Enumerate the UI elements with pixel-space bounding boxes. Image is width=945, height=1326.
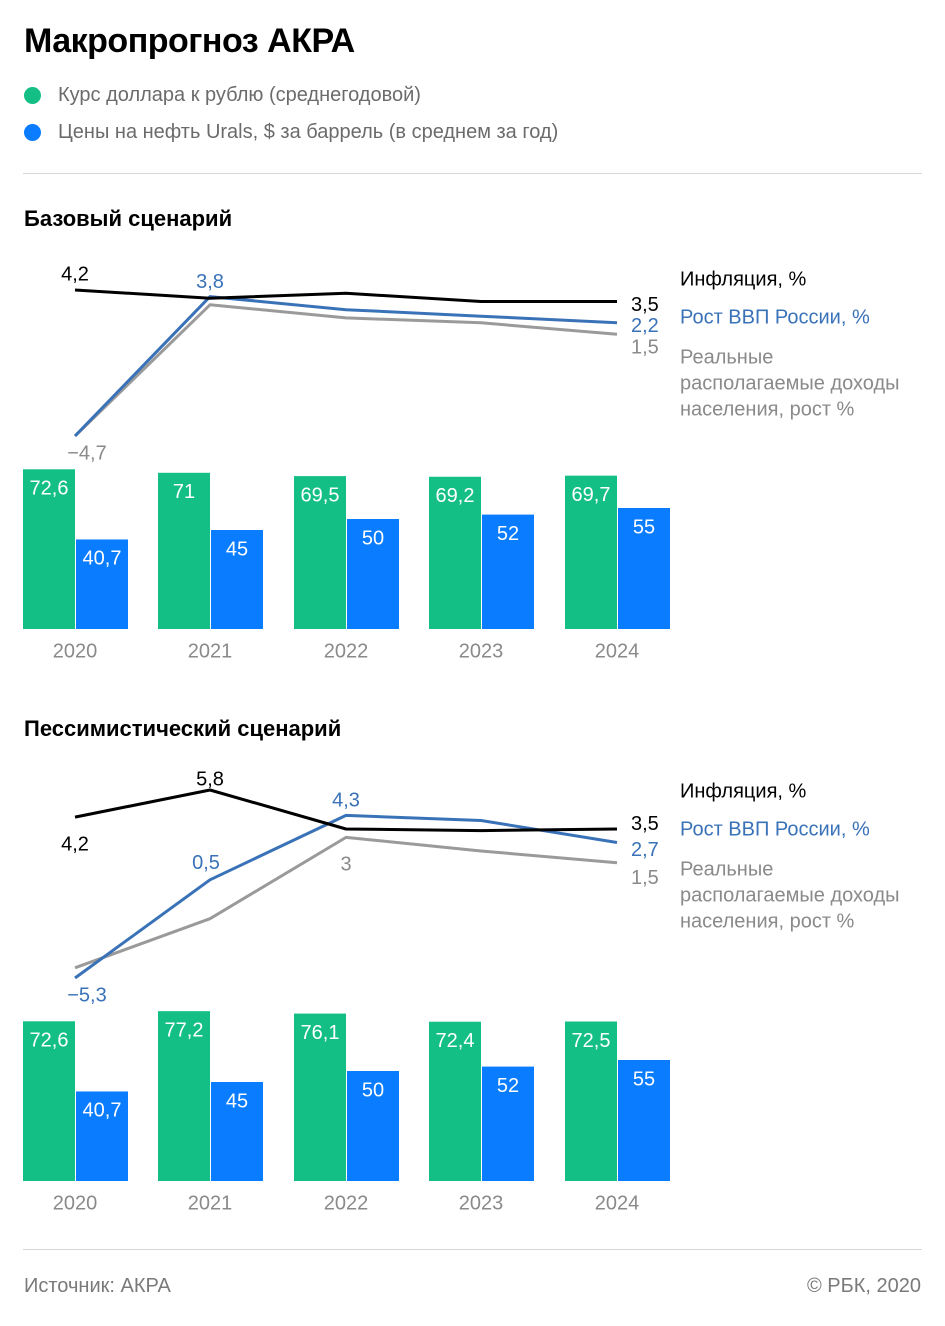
line-legend-income-0: Реальные — [680, 346, 773, 368]
line-income — [74, 835, 618, 970]
point-label-gdp-2021: 0,5 — [192, 852, 220, 874]
line-legend-income-0: Реальные — [680, 858, 773, 880]
bar-oil-2023 — [482, 1066, 534, 1181]
bar-oil-2024 — [618, 1060, 670, 1181]
x-tick-2022: 2022 — [324, 1192, 369, 1214]
bar-label-usd-2024: 69,7 — [572, 484, 611, 506]
legend-label-oil: Цены на нефть Urals, $ за баррель (в сре… — [58, 121, 559, 143]
point-label-gdp-2021: 3,8 — [196, 271, 224, 293]
point-label-gdp-2022: 4,3 — [332, 790, 360, 812]
line-legend-income-2: населения, рост % — [680, 910, 855, 932]
copyright: © РБК, 2020 — [806, 1275, 921, 1297]
bar-label-usd-2020: 72,6 — [30, 1030, 69, 1052]
point-label-income-2022: 3 — [340, 854, 351, 876]
bar-label-usd-2023: 69,2 — [436, 485, 475, 507]
point-label-income-2024: 1,5 — [631, 867, 659, 889]
section-title-base: Базовый сценарий — [24, 206, 233, 231]
bar-usd-2023 — [429, 1021, 481, 1181]
bar-label-oil-2020: 40,7 — [83, 548, 122, 570]
point-label-inflation-2024: 3,5 — [631, 813, 659, 835]
bar-usd-2020 — [23, 1021, 75, 1181]
pessimistic-scenario-chart: 3 1,5 −5,3 0,5 4,3 2,7 4,2 5,8 3,5 Инфляция, % Рос… — [23, 768, 900, 1214]
bar-label-usd-2022: 76,1 — [301, 1022, 340, 1044]
line-gdp — [73, 295, 618, 438]
bar-label-oil-2023: 52 — [497, 523, 519, 545]
x-tick-2021: 2021 — [188, 1192, 233, 1214]
bar-oil-2023 — [482, 514, 534, 629]
bar-label-oil-2021: 45 — [226, 538, 248, 560]
bar-label-oil-2023: 52 — [497, 1075, 519, 1097]
point-label-inflation-2020: 4,2 — [61, 263, 89, 285]
bar-label-usd-2024: 72,5 — [572, 1030, 611, 1052]
line-legend-income-1: располагаемые доходы — [680, 884, 900, 906]
x-tick-2021: 2021 — [188, 640, 233, 662]
page-title: Макропрогноз АКРА — [24, 22, 355, 60]
section-title-pessimistic: Пессимистический сценарий — [24, 716, 342, 741]
bar-label-oil-2021: 45 — [226, 1090, 248, 1112]
line-legend-income-2: населения, рост % — [680, 398, 855, 420]
bar-label-usd-2023: 72,4 — [436, 1030, 475, 1052]
top-divider — [23, 173, 922, 174]
point-label-inflation-2021: 5,8 — [196, 768, 224, 790]
bottom-divider — [23, 1249, 922, 1250]
bar-label-usd-2022: 69,5 — [301, 484, 340, 506]
line-income — [73, 303, 618, 438]
bar-oil-2024 — [618, 508, 670, 629]
bar-usd-2022 — [294, 476, 346, 629]
bar-oil-2021 — [211, 530, 263, 629]
bar-oil-2022 — [347, 1071, 399, 1181]
bar-oil-2021 — [211, 1082, 263, 1181]
legend-label-usd: Курс доллара к рублю (среднегодовой) — [58, 84, 421, 106]
point-label-gdp-2024: 2,2 — [631, 315, 659, 337]
bar-label-oil-2022: 50 — [362, 527, 384, 549]
legend-item-usd: Курс доллара к рублю (среднегодовой) — [24, 84, 421, 107]
x-tick-2022: 2022 — [324, 640, 369, 662]
bar-oil-2020 — [76, 539, 128, 629]
bar-usd-2024 — [565, 475, 617, 629]
line-legend-inflation: Инфляция, % — [680, 780, 807, 802]
bar-label-oil-2024: 55 — [633, 1068, 655, 1090]
point-label-income-2020: −4,7 — [67, 442, 106, 464]
x-tick-2024: 2024 — [595, 1192, 640, 1214]
line-inflation — [74, 788, 618, 833]
line-gdp — [74, 813, 618, 980]
x-tick-2023: 2023 — [459, 1192, 504, 1214]
bar-usd-2020 — [23, 469, 75, 629]
bar-usd-2021 — [158, 472, 210, 629]
point-label-gdp-2024: 2,7 — [631, 839, 659, 861]
bar-label-usd-2021: 77,2 — [165, 1019, 204, 1041]
bar-usd-2024 — [565, 1021, 617, 1181]
line-legend-gdp: Рост ВВП России, % — [680, 818, 870, 840]
x-tick-2020: 2020 — [53, 1192, 98, 1214]
point-label-inflation-2020: 4,2 — [61, 833, 89, 855]
line-legend-inflation: Инфляция, % — [680, 268, 807, 290]
point-label-income-2024: 1,5 — [631, 337, 659, 359]
x-tick-2020: 2020 — [53, 640, 98, 662]
point-label-inflation-2024: 3,5 — [631, 294, 659, 316]
legend-dot-oil — [24, 124, 41, 141]
source-note: Источник: АКРА — [24, 1275, 171, 1297]
x-tick-2023: 2023 — [459, 640, 504, 662]
x-tick-2024: 2024 — [595, 640, 640, 662]
line-legend-income-1: располагаемые доходы — [680, 372, 900, 394]
point-label-gdp-2020: −5,3 — [67, 984, 106, 1006]
base-scenario-chart: −4,7 1,5 3,8 2,2 4,2 3,5 Инфляция, % Рост ВВП Р… — [23, 263, 900, 662]
bar-usd-2023 — [429, 476, 481, 629]
bar-usd-2022 — [294, 1013, 346, 1181]
bar-oil-2020 — [76, 1091, 128, 1181]
bar-label-oil-2022: 50 — [362, 1079, 384, 1101]
bar-label-usd-2020: 72,6 — [30, 478, 69, 500]
bar-oil-2022 — [347, 519, 399, 629]
bar-usd-2021 — [158, 1011, 210, 1181]
line-inflation — [74, 288, 617, 303]
legend-item-oil: Цены на нефть Urals, $ за баррель (в сре… — [24, 121, 558, 144]
line-legend-gdp: Рост ВВП России, % — [680, 306, 870, 328]
bar-label-oil-2024: 55 — [633, 516, 655, 538]
legend-dot-usd — [24, 87, 41, 104]
bar-label-usd-2021: 71 — [173, 481, 195, 503]
bar-label-oil-2020: 40,7 — [83, 1100, 122, 1122]
